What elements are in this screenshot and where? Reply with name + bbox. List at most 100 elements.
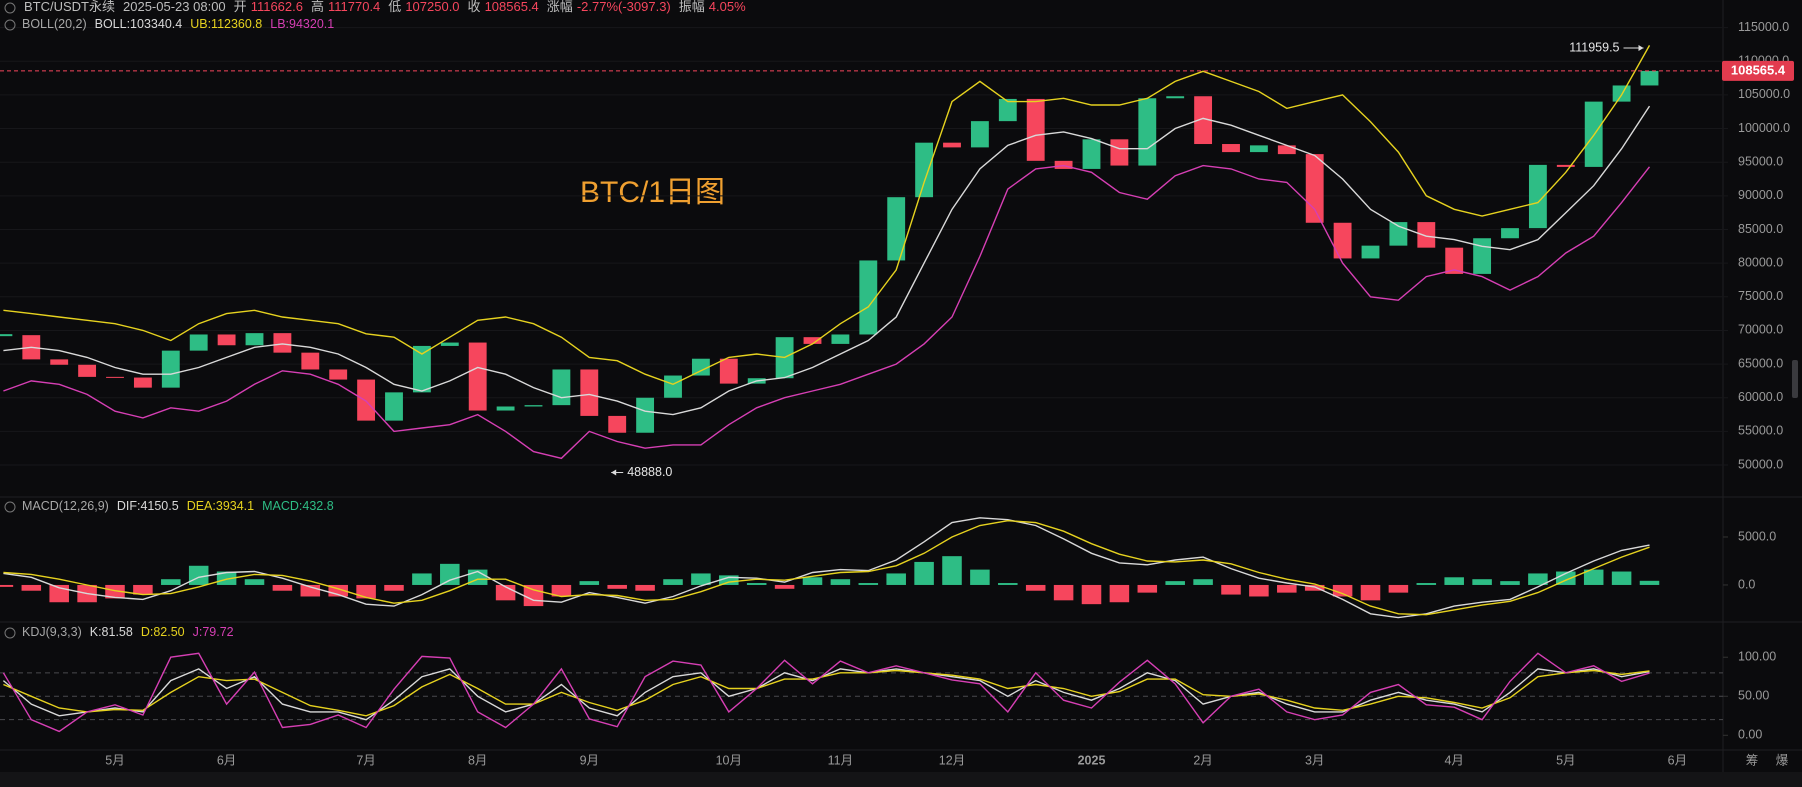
y-tick-label: 0.0: [1738, 577, 1755, 591]
legend-entry: J:79.72: [193, 625, 234, 639]
chart-annotation: BTC/1日图: [580, 176, 725, 209]
y-tick-label: 105000.0: [1738, 87, 1790, 101]
candle: [552, 369, 571, 406]
histogram-bar: [161, 579, 181, 585]
y-tick-label: 90000.0: [1738, 188, 1783, 202]
histogram-bar: [384, 584, 404, 591]
histogram-bar: [914, 561, 934, 585]
legend-entry: UB:112360.8: [190, 17, 262, 31]
side-handle[interactable]: [1792, 360, 1798, 398]
y-tick-label: 95000.0: [1738, 154, 1783, 168]
histogram-bar: [691, 573, 711, 585]
header-info: BTC/USDT永续 2025-05-23 08:00 开 111662.6 高 1117…: [24, 0, 746, 14]
marker-arrowhead: [1638, 45, 1644, 52]
histogram-bar: [1472, 579, 1492, 585]
candle: [1417, 222, 1436, 248]
x-tick-label: 5月: [105, 753, 124, 767]
field-label: 振幅: [679, 0, 705, 14]
candle: [50, 359, 69, 365]
candle: [1166, 96, 1185, 99]
bell-icon: [4, 19, 16, 31]
field-label: 低: [388, 0, 401, 14]
histogram-bar: [858, 583, 879, 585]
y-tick-label: 85000.0: [1738, 222, 1783, 236]
y-tick-label: 50000.0: [1738, 457, 1783, 471]
indicator-line: [3, 519, 1650, 616]
histogram-bar: [1081, 584, 1102, 605]
menu-icon: [4, 2, 16, 14]
candle: [943, 142, 961, 148]
x-tick-label: 11月: [828, 753, 853, 767]
x-tick-label: 10月: [716, 753, 742, 767]
field-value: -2.77%(-3097.3): [577, 0, 671, 14]
histogram-bar: [272, 584, 293, 591]
candle: [1026, 98, 1045, 161]
indicator-line: [3, 45, 1651, 386]
candle: [887, 197, 906, 261]
indicator-line: [2, 668, 1650, 721]
histogram-bar: [1109, 584, 1130, 603]
candle: [245, 333, 264, 346]
histogram-bar: [1053, 584, 1074, 601]
timestamp: 2025-05-23 08:00: [123, 0, 226, 14]
field-label: 开: [234, 0, 247, 14]
candle: [0, 334, 13, 337]
legend-entry: K:81.58: [90, 625, 133, 639]
symbol: BTC/USDT永续: [24, 0, 115, 14]
histogram-bar: [998, 583, 1018, 585]
candle: [133, 377, 152, 388]
candle: [357, 379, 376, 421]
histogram-bar: [216, 571, 237, 585]
candle: [273, 333, 292, 353]
candle: [719, 358, 738, 384]
candle: [440, 342, 459, 346]
candle: [691, 358, 710, 376]
candle: [106, 376, 124, 378]
histogram-bar: [105, 584, 125, 599]
side-label[interactable]: 筹: [1746, 752, 1759, 767]
max-marker-label: 111959.5: [1569, 40, 1619, 54]
y-tick-label: 75000.0: [1738, 289, 1783, 303]
x-tick-label: 3月: [1305, 753, 1324, 767]
histogram-bar: [1304, 584, 1325, 591]
histogram-bar: [1611, 571, 1632, 585]
x-tick-label: 5月: [1556, 753, 1575, 767]
field-label: 收: [468, 0, 481, 14]
candle: [1473, 238, 1492, 274]
candle: [580, 369, 599, 416]
histogram-bar: [21, 584, 42, 591]
legend: BOLL(20,2) BOLL:103340.4 UB:112360.8 LB:943…: [22, 17, 334, 31]
histogram-bar: [1193, 579, 1213, 585]
candle: [1277, 145, 1296, 155]
y-tick-label: 100.00: [1738, 650, 1776, 664]
candle: [1138, 98, 1157, 166]
candle: [1556, 164, 1575, 167]
side-label[interactable]: 爆: [1776, 753, 1789, 767]
candle: [1501, 228, 1519, 239]
field-label: 涨幅: [547, 0, 573, 14]
x-tick-label: 4月: [1444, 753, 1463, 767]
histogram-bar: [1332, 584, 1353, 597]
candle: [524, 405, 543, 407]
histogram-bar: [1221, 584, 1241, 595]
x-tick-label: 6月: [217, 753, 236, 767]
histogram-bar: [133, 584, 153, 595]
candle: [301, 352, 320, 370]
histogram-bar: [523, 584, 544, 607]
candle: [1528, 164, 1547, 229]
candle: [1361, 245, 1380, 259]
histogram-bar: [942, 556, 962, 585]
candle: [998, 98, 1017, 122]
marker-arrowhead: [611, 469, 617, 476]
candle: [217, 334, 236, 346]
bell-icon: [4, 501, 16, 513]
candle: [189, 334, 208, 351]
histogram-bar: [1639, 580, 1660, 585]
x-tick-label: 12月: [939, 753, 965, 767]
candle: [161, 350, 180, 388]
x-tick-label: 7月: [356, 753, 375, 767]
histogram-bar: [719, 575, 739, 585]
histogram-bar: [244, 579, 265, 585]
bottom-toolbar: [0, 772, 1802, 787]
